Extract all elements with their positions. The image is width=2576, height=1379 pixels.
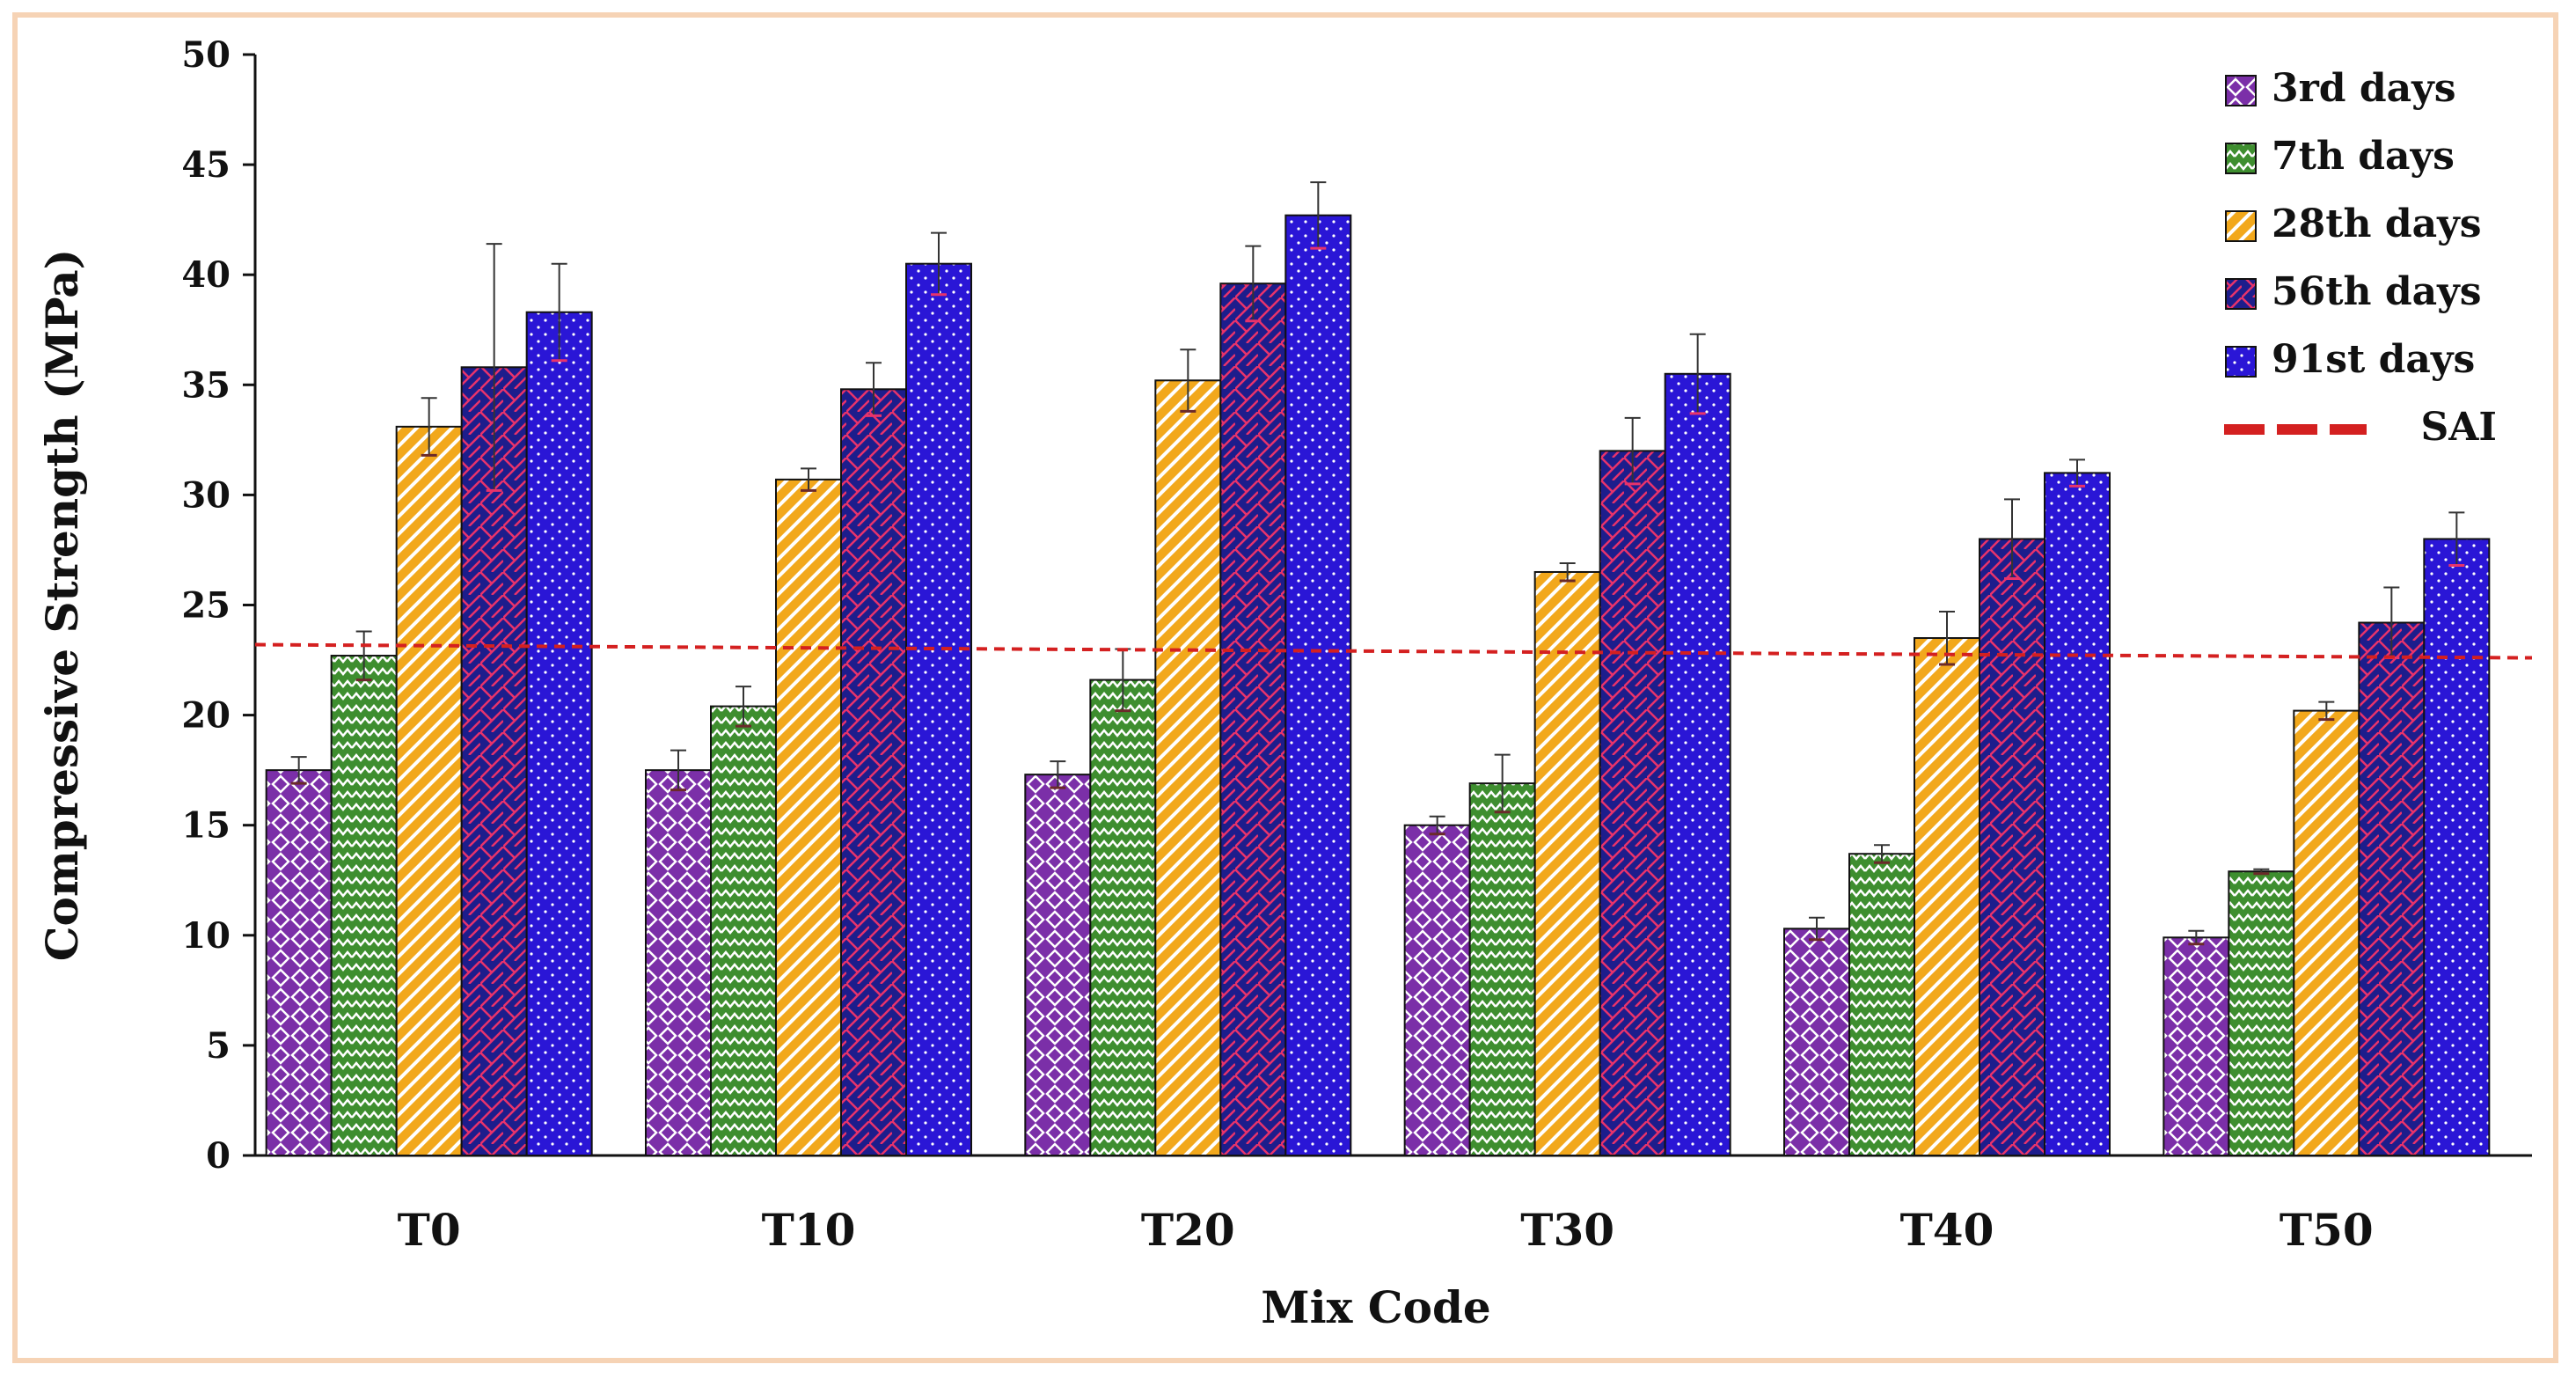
sai-line-group — [254, 642, 2533, 660]
axes: 0 5 10 15 20 25 30 35 40 45 50 Mix Code T0 T10 T20 T30 T… — [181, 34, 2532, 1333]
bar-7th-days — [1848, 853, 1915, 1156]
legend-swatch — [2225, 75, 2257, 106]
legend-swatch — [2225, 278, 2257, 310]
y-tick-label: 50 — [181, 34, 231, 76]
legend-swatch — [2225, 346, 2257, 378]
bar-91st-days — [2044, 472, 2111, 1156]
bar-28th-days — [1154, 379, 1222, 1156]
bar-3rd-days — [2163, 936, 2230, 1156]
y-tick-label: 20 — [181, 695, 231, 737]
bar-28th-days — [1914, 637, 1980, 1156]
y-tick-label: 0 — [206, 1135, 231, 1177]
x-category-label: T30 — [1520, 1204, 1614, 1256]
bar-7th-days — [1468, 782, 1536, 1156]
legend-label: 56th days — [2272, 269, 2481, 314]
x-axis-title: Mix Code — [1261, 1281, 1490, 1333]
y-tick-label: 5 — [206, 1025, 231, 1067]
bar-91st-days — [525, 311, 593, 1156]
bar-3rd-days — [1783, 928, 1850, 1156]
bar-91st-days — [905, 262, 972, 1156]
sai-reference-line — [254, 642, 2533, 660]
bar-7th-days — [2228, 870, 2295, 1156]
bar-56th-days — [1979, 538, 2045, 1156]
bar-28th-days — [2293, 709, 2360, 1156]
bar-7th-days — [330, 655, 398, 1156]
y-axis-title: Compressive Strength (MPa) — [36, 249, 88, 962]
bar-7th-days — [710, 705, 777, 1156]
bar-91st-days — [1664, 372, 1731, 1157]
bar-7th-days — [1089, 678, 1157, 1156]
y-tick-label: 30 — [181, 474, 231, 516]
bar-91st-days — [2423, 538, 2491, 1156]
legend-label: 28th days — [2272, 202, 2481, 246]
legend-label: 7th days — [2272, 134, 2455, 179]
x-category-label: T50 — [2280, 1204, 2374, 1256]
y-tick-label: 45 — [181, 144, 231, 186]
legend-label: 91st days — [2272, 337, 2475, 382]
legend-label-sai: SAI — [2421, 405, 2498, 450]
bar-3rd-days — [645, 769, 712, 1157]
bar-56th-days — [1219, 282, 1287, 1156]
bar-56th-days — [840, 388, 907, 1156]
bar-28th-days — [775, 478, 842, 1156]
x-category-label: T40 — [1900, 1204, 1994, 1256]
bar-3rd-days — [1024, 774, 1092, 1156]
bar-56th-days — [1599, 450, 1666, 1156]
bar-3rd-days — [265, 769, 333, 1157]
x-category-label: T20 — [1141, 1204, 1235, 1256]
bar-28th-days — [395, 425, 463, 1156]
y-axis-title-group: Compressive Strength (MPa) — [36, 249, 88, 962]
y-tick-label: 15 — [181, 805, 231, 847]
y-tick-label: 40 — [181, 254, 231, 296]
y-tick-label: 25 — [181, 585, 231, 627]
legend: 3rd days 7th days 28th days 56th days 91st d… — [2224, 66, 2497, 450]
legend-label: 3rd days — [2272, 66, 2456, 111]
bar-91st-days — [1284, 214, 1352, 1156]
legend-swatch — [2225, 143, 2257, 174]
y-tick-label: 35 — [181, 364, 231, 406]
bar-56th-days — [2358, 621, 2426, 1156]
x-category-label: T0 — [398, 1204, 461, 1256]
bars — [265, 181, 2491, 1157]
x-category-label: T10 — [762, 1204, 856, 1256]
y-tick-label: 10 — [181, 915, 231, 957]
bar-3rd-days — [1403, 824, 1471, 1156]
legend-swatch — [2225, 210, 2257, 242]
bar-28th-days — [1533, 570, 1601, 1156]
